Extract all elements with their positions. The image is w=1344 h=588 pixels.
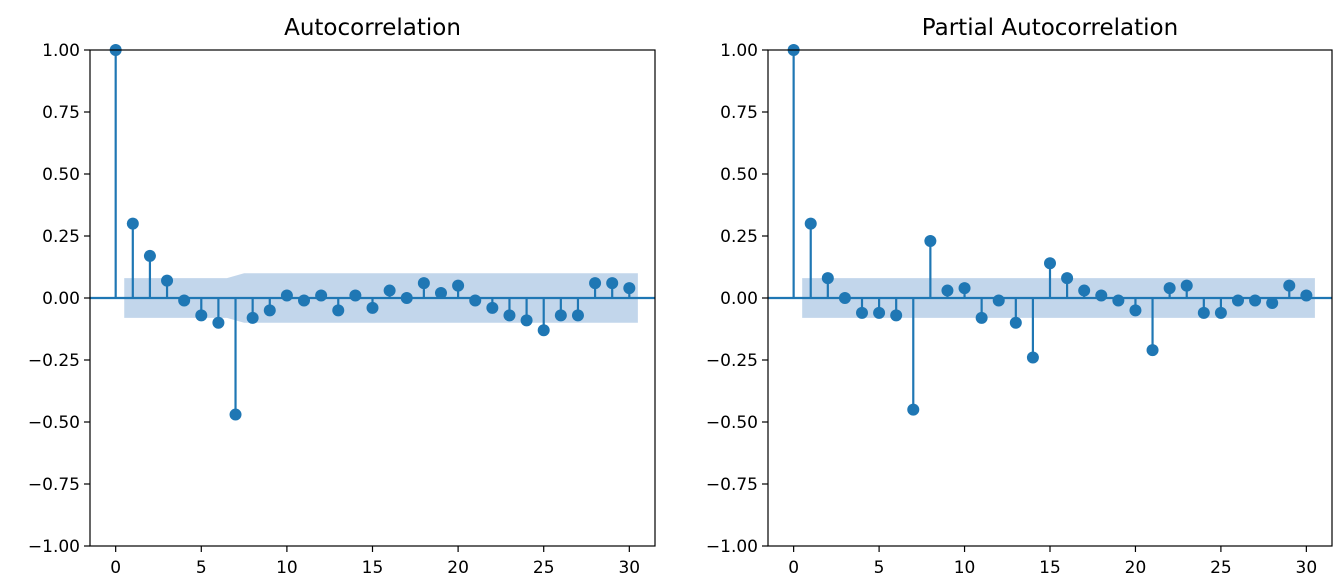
acf-point-lag-12 (315, 289, 328, 302)
pacf-point-lag-16 (1061, 272, 1074, 285)
pacf-point-lag-27 (1249, 294, 1262, 307)
acf-ytick-label-3: 0.25 (42, 227, 80, 247)
acf-ytick-label-1: 0.75 (42, 103, 80, 123)
acf-point-lag-21 (469, 294, 482, 307)
pacf-xtick-label-5: 5 (874, 558, 885, 578)
pacf-point-lag-14 (1026, 351, 1039, 364)
acf-point-lag-25 (537, 324, 550, 337)
pacf-point-lag-15 (1044, 257, 1056, 270)
pacf-point-lag-22 (1163, 282, 1176, 295)
acf-ytick-label-7: −0.75 (28, 475, 80, 495)
acf-point-lag-3 (161, 274, 174, 287)
acf-point-lag-14 (349, 289, 362, 302)
pacf-point-lag-12 (992, 294, 1005, 307)
acf-point-lag-5 (195, 309, 208, 322)
partial-autocorrelation-chart: 0 5 10 15 20 25 30 1.00 0.75 0.50 0.25 0.00 −0.25 −0.… (706, 15, 1333, 578)
pacf-point-lag-18 (1095, 289, 1108, 302)
acf-xtick-label-15: 15 (362, 558, 384, 578)
acf-point-lag-27 (571, 309, 584, 322)
acf-ytick-label-0: 1.00 (42, 41, 80, 61)
acf-point-lag-4 (178, 294, 191, 307)
acf-ytick-label-6: −0.50 (28, 413, 80, 433)
acf-point-lag-8 (246, 311, 259, 324)
pacf-xtick-label-25: 25 (1210, 558, 1232, 578)
acf-point-lag-6 (212, 316, 225, 329)
pacf-point-lag-20 (1129, 304, 1142, 317)
pacf-point-lag-29 (1283, 279, 1296, 292)
acf-point-lag-1 (126, 217, 139, 230)
acf-point-lag-30 (623, 282, 636, 295)
pacf-ytick-label-2: 0.50 (720, 165, 758, 185)
pacf-point-lag-3 (838, 292, 851, 304)
acf-xtick-label-20: 20 (447, 558, 469, 578)
acf-point-lag-10 (280, 289, 293, 302)
pacf-point-lag-28 (1266, 296, 1279, 309)
acf-xtick-label-10: 10 (276, 558, 298, 578)
acf-point-lag-22 (486, 301, 499, 314)
pacf-ytick-label-1: 0.75 (720, 103, 758, 123)
pacf-point-lag-5 (873, 306, 886, 319)
pacf-point-lag-26 (1232, 294, 1244, 307)
pacf-xtick-label-30: 30 (1296, 558, 1318, 578)
pacf-point-lag-4 (856, 306, 868, 319)
acf-title: Autocorrelation (284, 15, 461, 41)
pacf-ytick-label-5: −0.25 (706, 351, 758, 371)
acf-point-lag-24 (520, 314, 533, 327)
pacf-point-lag-2 (821, 272, 834, 285)
pacf-point-lag-25 (1214, 306, 1227, 319)
pacf-point-lag-1 (804, 217, 817, 230)
pacf-ytick-label-8: −1.00 (706, 537, 758, 557)
pacf-point-lag-30 (1300, 289, 1313, 302)
acf-xtick-label-25: 25 (533, 558, 555, 578)
acf-point-lag-11 (298, 294, 311, 307)
pacf-point-lag-10 (958, 282, 971, 295)
pacf-title: Partial Autocorrelation (922, 15, 1178, 41)
acf-xtick-label-0: 0 (110, 558, 121, 578)
acf-point-lag-18 (417, 277, 430, 290)
pacf-ytick-label-7: −0.75 (706, 475, 758, 495)
pacf-point-lag-9 (941, 284, 954, 297)
pacf-point-lag-17 (1078, 284, 1091, 297)
acf-xtick-label-5: 5 (196, 558, 207, 578)
acf-point-lag-26 (554, 309, 567, 322)
acf-point-lag-9 (263, 304, 276, 317)
pacf-point-lag-11 (975, 311, 988, 324)
pacf-ytick-label-0: 1.00 (720, 41, 758, 61)
pacf-point-lag-23 (1180, 279, 1193, 292)
pacf-ytick-label-6: −0.50 (706, 413, 758, 433)
pacf-point-lag-6 (890, 309, 903, 322)
pacf-xtick-label-20: 20 (1125, 558, 1147, 578)
pacf-xtick-label-0: 0 (788, 558, 799, 578)
acf-point-lag-2 (143, 249, 156, 262)
pacf-point-lag-8 (924, 234, 937, 247)
pacf-xtick-label-10: 10 (954, 558, 976, 578)
acf-point-lag-29 (606, 277, 619, 290)
acf-xtick-label-30: 30 (618, 558, 640, 578)
acf-point-lag-23 (503, 309, 516, 322)
acf-ytick-label-2: 0.50 (42, 165, 80, 185)
acf-point-lag-7 (229, 408, 242, 421)
acf-point-lag-13 (332, 304, 345, 317)
pacf-point-lag-7 (907, 403, 920, 416)
acf-ytick-label-5: −0.25 (28, 351, 80, 371)
acf-point-lag-16 (383, 284, 396, 297)
pacf-ytick-label-4: 0.00 (720, 289, 758, 309)
pacf-point-lag-24 (1197, 306, 1210, 319)
pacf-xtick-label-15: 15 (1039, 558, 1061, 578)
acf-point-lag-28 (589, 277, 602, 290)
acf-point-lag-20 (452, 279, 465, 292)
pacf-point-lag-13 (1009, 316, 1022, 329)
pacf-point-lag-21 (1146, 344, 1159, 357)
acf-ytick-label-8: −1.00 (28, 537, 80, 557)
pacf-point-lag-19 (1112, 294, 1125, 307)
acf-point-lag-17 (400, 292, 413, 304)
acf-point-lag-15 (366, 301, 379, 314)
autocorrelation-chart: 0 5 10 15 20 25 30 1.00 0.75 0.50 0.25 0.00 −0.25 −0.… (28, 15, 656, 578)
pacf-ytick-label-3: 0.25 (720, 227, 758, 247)
acf-ytick-label-4: 0.00 (42, 289, 80, 309)
acf-point-lag-19 (434, 287, 447, 300)
